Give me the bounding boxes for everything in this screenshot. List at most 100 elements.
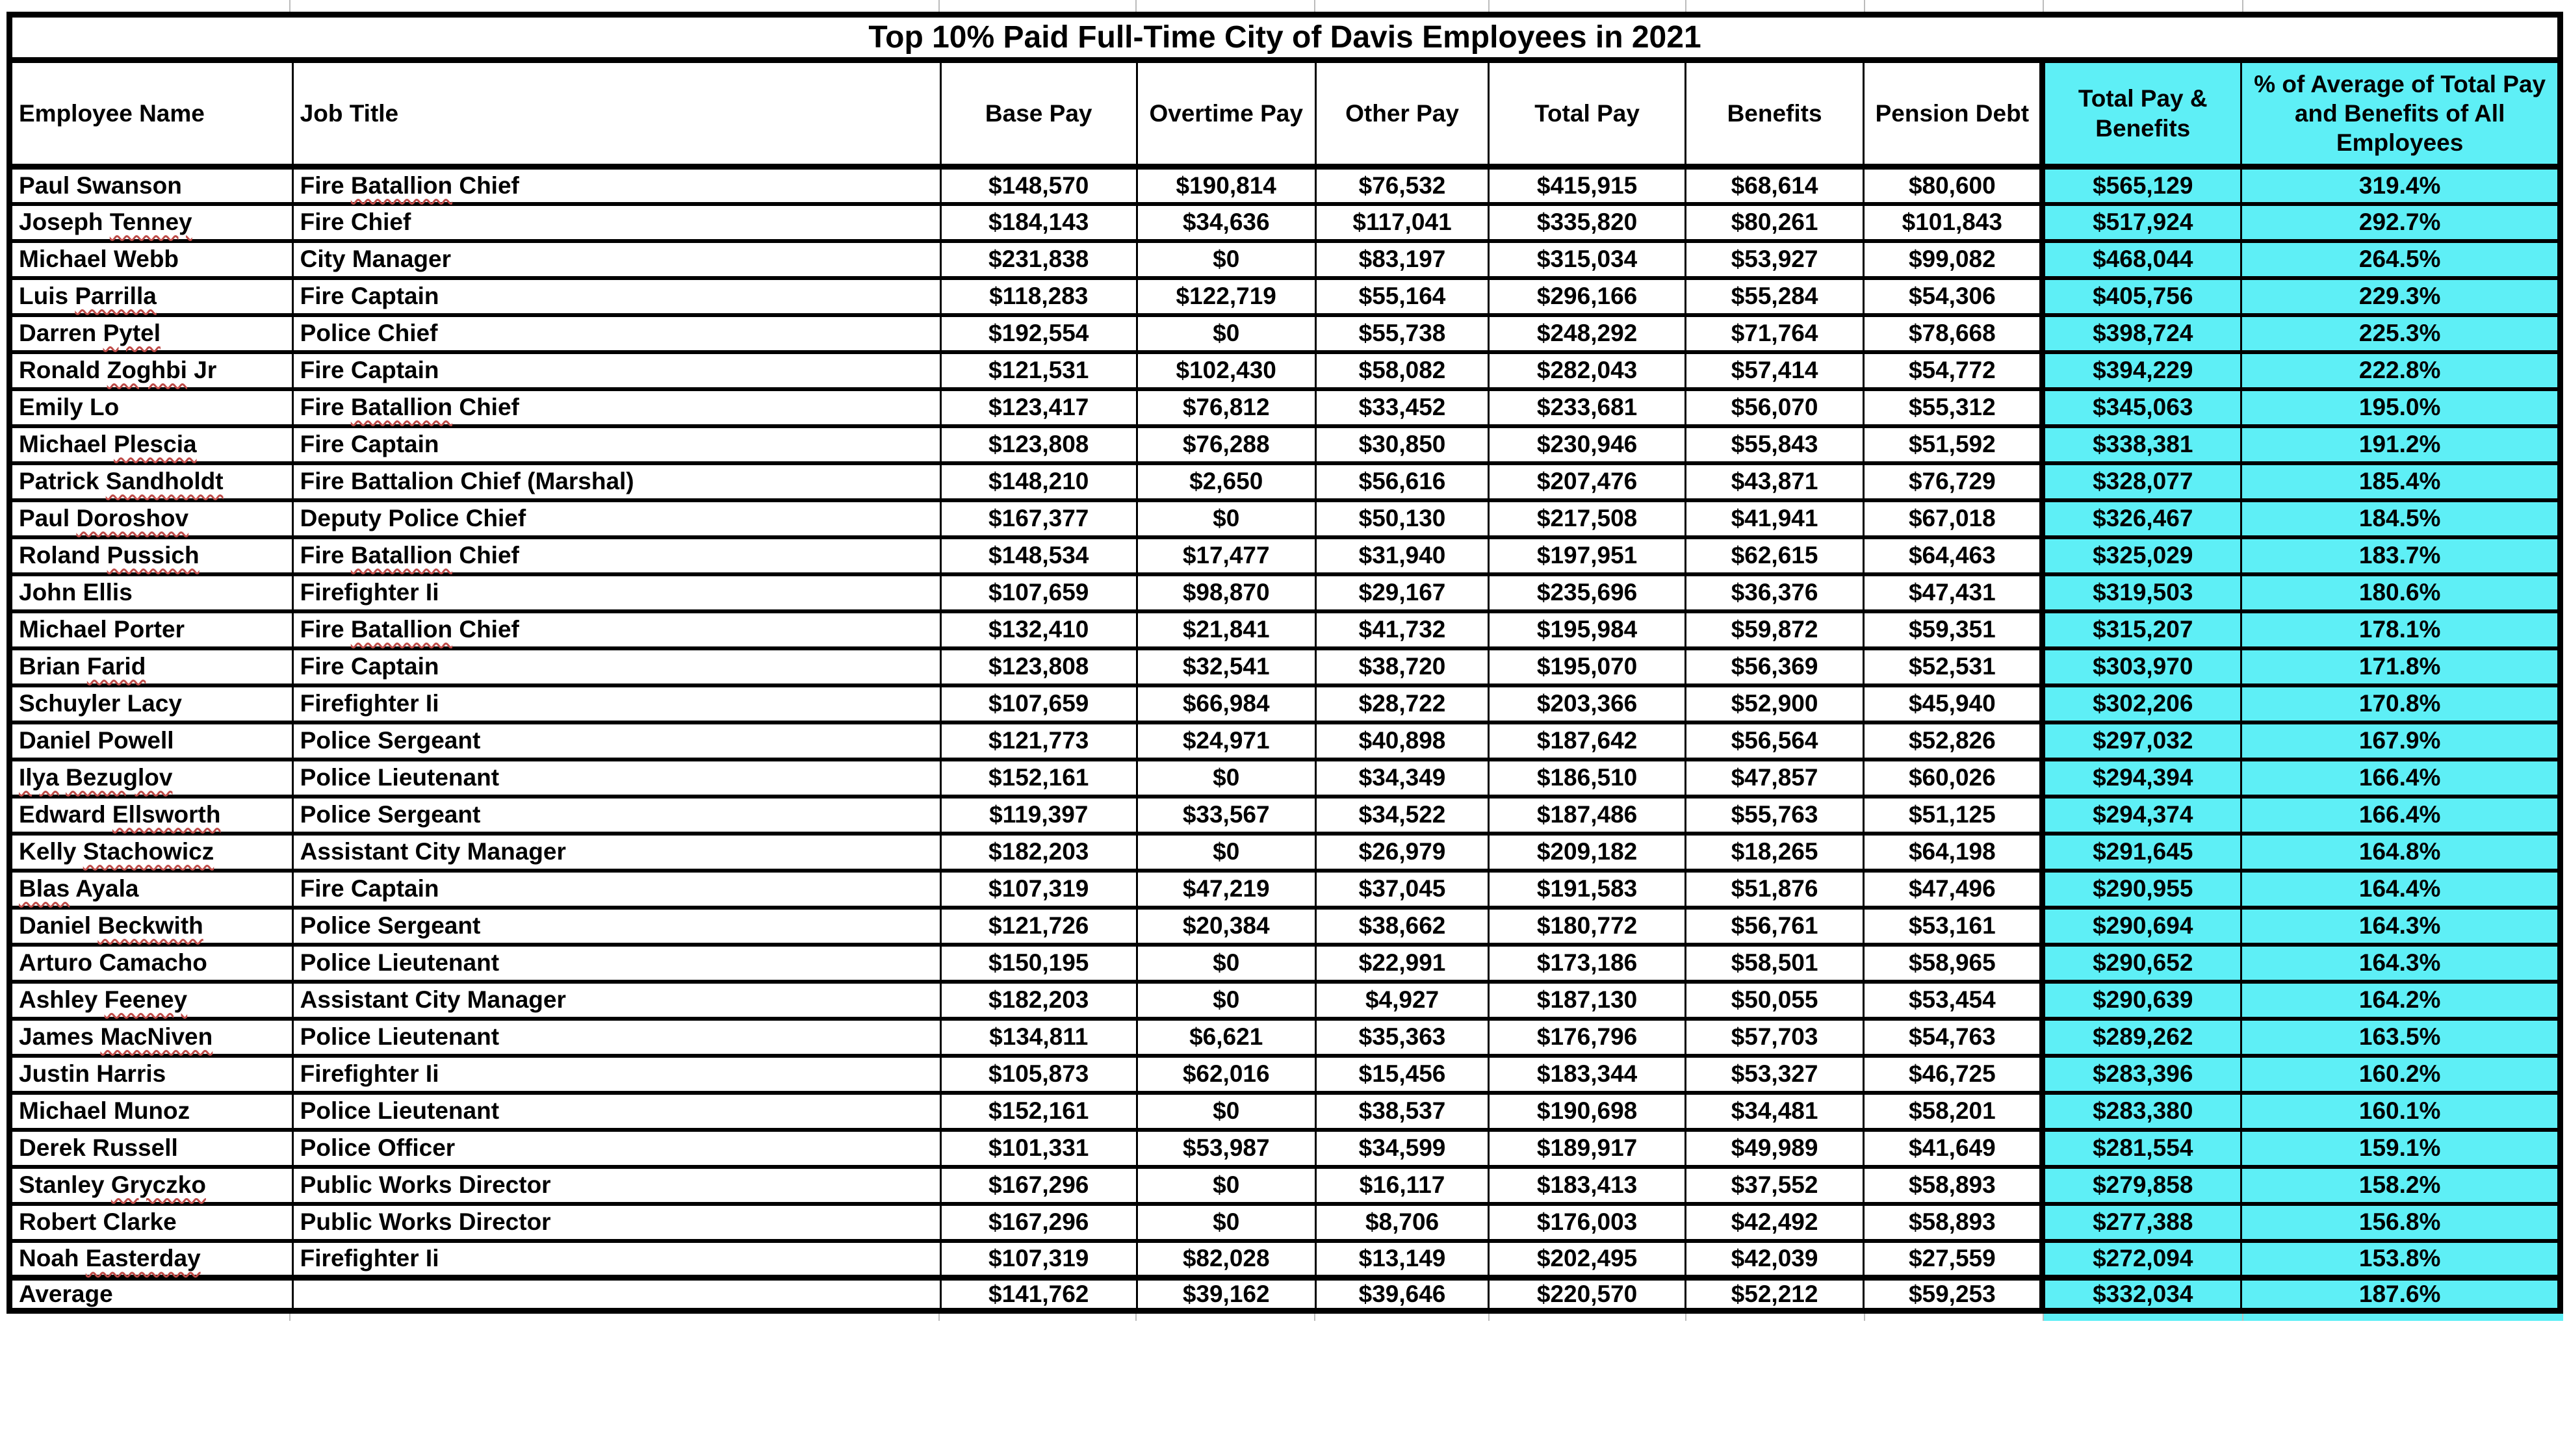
pension-debt-cell[interactable]: $53,161 [1863, 907, 2044, 947]
pct-of-average-cell[interactable]: 153.8% [2241, 1240, 2561, 1280]
base-pay-cell[interactable]: $184,143 [940, 203, 1138, 243]
average-overtime-pay-cell[interactable]: $39,162 [1137, 1275, 1317, 1313]
base-pay-cell[interactable]: $123,417 [940, 389, 1138, 428]
total-pay-cell[interactable]: $415,915 [1488, 166, 1686, 206]
other-pay-cell[interactable]: $55,738 [1315, 314, 1490, 354]
employee-name-cell[interactable]: Ilya Bezuglov [9, 759, 294, 798]
column-header-total-pay-benefits[interactable]: Total Pay & Benefits [2039, 60, 2243, 170]
employee-name-cell[interactable]: Darren Pytel [9, 314, 294, 354]
pct-of-average-cell[interactable]: 180.6% [2241, 574, 2561, 613]
other-pay-cell[interactable]: $28,722 [1315, 685, 1490, 724]
job-title-cell[interactable]: Police Sergeant [292, 796, 942, 836]
employee-name-cell[interactable]: Noah Easterday [9, 1240, 294, 1280]
total-pay-cell[interactable]: $187,642 [1488, 722, 1686, 761]
pension-debt-cell[interactable]: $58,201 [1863, 1092, 2044, 1132]
total-pay-cell[interactable]: $282,043 [1488, 351, 1686, 391]
other-pay-cell[interactable]: $50,130 [1315, 500, 1490, 539]
total-pay-benefits-cell[interactable]: $338,381 [2039, 426, 2243, 465]
benefits-cell[interactable]: $59,872 [1685, 611, 1865, 650]
base-pay-cell[interactable]: $182,203 [940, 981, 1138, 1021]
base-pay-cell[interactable]: $167,377 [940, 500, 1138, 539]
job-title-cell[interactable]: Assistant City Manager [292, 833, 942, 873]
other-pay-cell[interactable]: $83,197 [1315, 240, 1490, 280]
benefits-cell[interactable]: $41,941 [1685, 500, 1865, 539]
total-pay-benefits-cell[interactable]: $565,129 [2039, 166, 2243, 206]
pct-of-average-cell[interactable]: 171.8% [2241, 648, 2561, 687]
total-pay-benefits-cell[interactable]: $297,032 [2039, 722, 2243, 761]
employee-name-cell[interactable]: Derek Russell [9, 1129, 294, 1169]
other-pay-cell[interactable]: $31,940 [1315, 537, 1490, 576]
other-pay-cell[interactable]: $38,720 [1315, 648, 1490, 687]
job-title-cell[interactable]: Police Lieutenant [292, 944, 942, 984]
total-pay-cell[interactable]: $315,034 [1488, 240, 1686, 280]
pension-debt-cell[interactable]: $58,965 [1863, 944, 2044, 984]
job-title-cell[interactable]: Fire Captain [292, 426, 942, 465]
total-pay-benefits-cell[interactable]: $325,029 [2039, 537, 2243, 576]
column-header-job-title[interactable]: Job Title [292, 60, 942, 170]
overtime-pay-cell[interactable]: $0 [1137, 759, 1317, 798]
employee-name-cell[interactable]: Edward Ellsworth [9, 796, 294, 836]
employee-name-cell[interactable]: Ronald Zoghbi Jr [9, 351, 294, 391]
benefits-cell[interactable]: $56,761 [1685, 907, 1865, 947]
pension-debt-cell[interactable]: $80,600 [1863, 166, 2044, 206]
total-pay-benefits-cell[interactable]: $345,063 [2039, 389, 2243, 428]
overtime-pay-cell[interactable]: $76,288 [1137, 426, 1317, 465]
employee-name-cell[interactable]: Daniel Beckwith [9, 907, 294, 947]
pct-of-average-cell[interactable]: 225.3% [2241, 314, 2561, 354]
base-pay-cell[interactable]: $152,161 [940, 759, 1138, 798]
benefits-cell[interactable]: $36,376 [1685, 574, 1865, 613]
job-title-cell[interactable]: Police Chief [292, 314, 942, 354]
pension-debt-cell[interactable]: $101,843 [1863, 203, 2044, 243]
total-pay-benefits-cell[interactable]: $468,044 [2039, 240, 2243, 280]
other-pay-cell[interactable]: $76,532 [1315, 166, 1490, 206]
total-pay-cell[interactable]: $173,186 [1488, 944, 1686, 984]
overtime-pay-cell[interactable]: $21,841 [1137, 611, 1317, 650]
employee-name-cell[interactable]: Joseph Tenney [9, 203, 294, 243]
employee-name-cell[interactable]: Luis Parrilla [9, 277, 294, 317]
pension-debt-cell[interactable]: $54,306 [1863, 277, 2044, 317]
pct-of-average-cell[interactable]: 167.9% [2241, 722, 2561, 761]
pension-debt-cell[interactable]: $64,198 [1863, 833, 2044, 873]
column-header-overtime-pay[interactable]: Overtime Pay [1137, 60, 1317, 170]
overtime-pay-cell[interactable]: $0 [1137, 944, 1317, 984]
total-pay-cell[interactable]: $233,681 [1488, 389, 1686, 428]
pension-debt-cell[interactable]: $55,312 [1863, 389, 2044, 428]
job-title-cell[interactable]: Police Officer [292, 1129, 942, 1169]
total-pay-benefits-cell[interactable]: $290,694 [2039, 907, 2243, 947]
total-pay-cell[interactable]: $335,820 [1488, 203, 1686, 243]
benefits-cell[interactable]: $80,261 [1685, 203, 1865, 243]
total-pay-cell[interactable]: $187,486 [1488, 796, 1686, 836]
other-pay-cell[interactable]: $29,167 [1315, 574, 1490, 613]
pct-of-average-cell[interactable]: 166.4% [2241, 796, 2561, 836]
pension-debt-cell[interactable]: $54,763 [1863, 1018, 2044, 1058]
employee-name-cell[interactable]: Michael Munoz [9, 1092, 294, 1132]
base-pay-cell[interactable]: $167,296 [940, 1203, 1138, 1243]
other-pay-cell[interactable]: $117,041 [1315, 203, 1490, 243]
benefits-cell[interactable]: $55,763 [1685, 796, 1865, 836]
total-pay-benefits-cell[interactable]: $290,639 [2039, 981, 2243, 1021]
overtime-pay-cell[interactable]: $190,814 [1137, 166, 1317, 206]
overtime-pay-cell[interactable]: $76,812 [1137, 389, 1317, 428]
pension-debt-cell[interactable]: $47,431 [1863, 574, 2044, 613]
average-job-title-cell[interactable] [292, 1275, 942, 1313]
total-pay-benefits-cell[interactable]: $281,554 [2039, 1129, 2243, 1169]
employee-name-cell[interactable]: John Ellis [9, 574, 294, 613]
benefits-cell[interactable]: $37,552 [1685, 1166, 1865, 1206]
base-pay-cell[interactable]: $148,570 [940, 166, 1138, 206]
base-pay-cell[interactable]: $123,808 [940, 426, 1138, 465]
overtime-pay-cell[interactable]: $6,621 [1137, 1018, 1317, 1058]
employee-name-cell[interactable]: Blas Ayala [9, 870, 294, 910]
pct-of-average-cell[interactable]: 164.2% [2241, 981, 2561, 1021]
total-pay-benefits-cell[interactable]: $405,756 [2039, 277, 2243, 317]
benefits-cell[interactable]: $47,857 [1685, 759, 1865, 798]
pct-of-average-cell[interactable]: 164.3% [2241, 944, 2561, 984]
total-pay-benefits-cell[interactable]: $279,858 [2039, 1166, 2243, 1206]
pension-debt-cell[interactable]: $51,592 [1863, 426, 2044, 465]
benefits-cell[interactable]: $53,327 [1685, 1055, 1865, 1095]
other-pay-cell[interactable]: $13,149 [1315, 1240, 1490, 1280]
overtime-pay-cell[interactable]: $24,971 [1137, 722, 1317, 761]
base-pay-cell[interactable]: $148,210 [940, 463, 1138, 502]
employee-name-cell[interactable]: Kelly Stachowicz [9, 833, 294, 873]
pension-debt-cell[interactable]: $99,082 [1863, 240, 2044, 280]
other-pay-cell[interactable]: $34,599 [1315, 1129, 1490, 1169]
